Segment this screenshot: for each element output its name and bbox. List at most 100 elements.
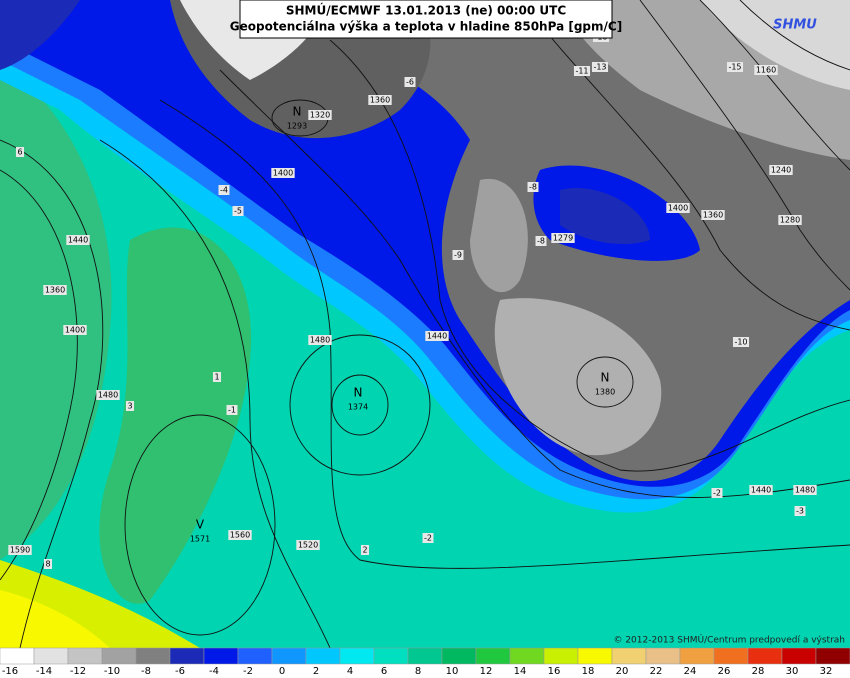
temperature-label: -2 — [713, 489, 721, 498]
temperature-label-box — [726, 62, 744, 72]
legend-label: 2 — [313, 666, 319, 677]
temperature-label: -6 — [406, 78, 414, 87]
legend: -16 -14 -12 -10 -8 -6 -4 -2 0 2 4 6 8 10 12 14 16 18 20 22 2… — [0, 647, 850, 678]
legend-swatch — [407, 647, 443, 665]
legend-label: 16 — [548, 666, 561, 677]
legend-swatch — [305, 647, 341, 665]
contour-label-box — [368, 95, 392, 105]
contour-label-box — [296, 540, 320, 550]
map-labels: 1320 1360 1400 1440 1360 1400 1480 1480 1520 1560… — [8, 32, 817, 569]
contour-label-box — [308, 110, 332, 120]
contour-label: 1360 — [703, 211, 723, 220]
temperature-label-box — [573, 66, 591, 76]
legend-swatch — [67, 647, 103, 665]
temperature-label: -5 — [234, 207, 242, 216]
logo: SHMU — [773, 18, 817, 33]
contour-label-box — [43, 285, 67, 295]
legend-swatch — [679, 647, 715, 665]
temperature-label-box — [360, 545, 370, 555]
contour-label: 1440 — [427, 332, 447, 341]
legend-swatch — [781, 647, 817, 665]
legend-swatch — [713, 647, 749, 665]
contour-label: 1360 — [45, 286, 65, 295]
contour-label: 1160 — [756, 66, 776, 75]
map-field: 1320 1360 1400 1440 1360 1400 1480 1480 1520 1560… — [0, 0, 850, 648]
legend-swatch — [543, 647, 579, 665]
temperature-label-box — [732, 337, 750, 347]
contour-label-box — [778, 215, 802, 225]
temperature-label: -10 — [734, 338, 747, 347]
legend-label: -8 — [141, 666, 151, 677]
center-letter: N — [601, 371, 610, 385]
title-line: SHMÚ/ECMWF 13.01.2013 (ne) 00:00 UTC — [286, 3, 567, 18]
legend-swatch — [0, 647, 35, 665]
contour-label: 1279 — [553, 234, 573, 243]
temperature-label-box — [226, 405, 238, 415]
legend-label: 24 — [684, 666, 697, 677]
contour-label-box — [271, 168, 295, 178]
contour-label: 1560 — [230, 531, 250, 540]
contour-label: 1360 — [370, 96, 390, 105]
temperature-label-box — [125, 401, 135, 411]
temperature-label-box — [452, 250, 464, 260]
legend-label: 6 — [381, 666, 387, 677]
temperature-label: 3 — [127, 402, 132, 411]
legend-label: 14 — [514, 666, 527, 677]
title-line: Geopotenciálna výška a teplota v hladine… — [230, 20, 622, 34]
temperature-label: -8 — [537, 237, 545, 246]
legend-swatch — [577, 647, 613, 665]
legend-swatch — [645, 647, 681, 665]
contour-label-box — [793, 485, 817, 495]
temperature-label-box — [232, 206, 244, 216]
center-value: 1380 — [595, 388, 615, 397]
legend-label: 12 — [480, 666, 493, 677]
legend-swatch — [815, 647, 850, 665]
legend-swatch — [271, 647, 307, 665]
contour-label: 1400 — [65, 326, 85, 335]
center-letter: N — [293, 105, 302, 119]
temperature-label: -8 — [529, 183, 537, 192]
contour-label: 1400 — [273, 169, 293, 178]
legend-label: 18 — [582, 666, 595, 677]
temperature-label: 8 — [45, 560, 50, 569]
legend-swatch — [203, 647, 239, 665]
temperature-label-box — [591, 62, 609, 72]
legend-swatch — [747, 647, 783, 665]
contour-label-box — [8, 545, 32, 555]
legend-label: 22 — [650, 666, 663, 677]
legend-label: 10 — [446, 666, 459, 677]
temperature-label: -4 — [220, 186, 228, 195]
contour-label: 1400 — [668, 204, 688, 213]
contour-label: 1590 — [10, 546, 30, 555]
temperature-label-box — [711, 488, 723, 498]
temperature-label: -15 — [728, 63, 741, 72]
legend-swatch — [135, 647, 171, 665]
legend-swatch — [339, 647, 375, 665]
legend-label: 32 — [820, 666, 833, 677]
temperature-label: 1 — [214, 373, 219, 382]
temperature-label-box — [15, 147, 25, 157]
legend-label: 0 — [279, 666, 285, 677]
temperature-label: -13 — [593, 63, 606, 72]
temperature-label-box — [794, 506, 806, 516]
legend-swatch — [475, 647, 511, 665]
temperature-label: -1 — [228, 406, 236, 415]
contour-label: 1320 — [310, 111, 330, 120]
legend-label: -4 — [209, 666, 219, 677]
temperature-label-box — [404, 77, 416, 87]
contour-label: 1520 — [298, 541, 318, 550]
legend-label: -10 — [104, 666, 120, 677]
legend-label: -2 — [243, 666, 253, 677]
temperature-label-box — [527, 182, 539, 192]
contour-label-box — [425, 331, 449, 341]
contour-label: 1280 — [780, 216, 800, 225]
legend-label: 4 — [347, 666, 353, 677]
contours — [0, 0, 850, 648]
center-value: 1374 — [348, 403, 368, 412]
contour-label: 1480 — [795, 486, 815, 495]
contour-label-box — [308, 335, 332, 345]
temperature-label-box — [535, 236, 547, 246]
temperature-label-box — [43, 559, 53, 569]
